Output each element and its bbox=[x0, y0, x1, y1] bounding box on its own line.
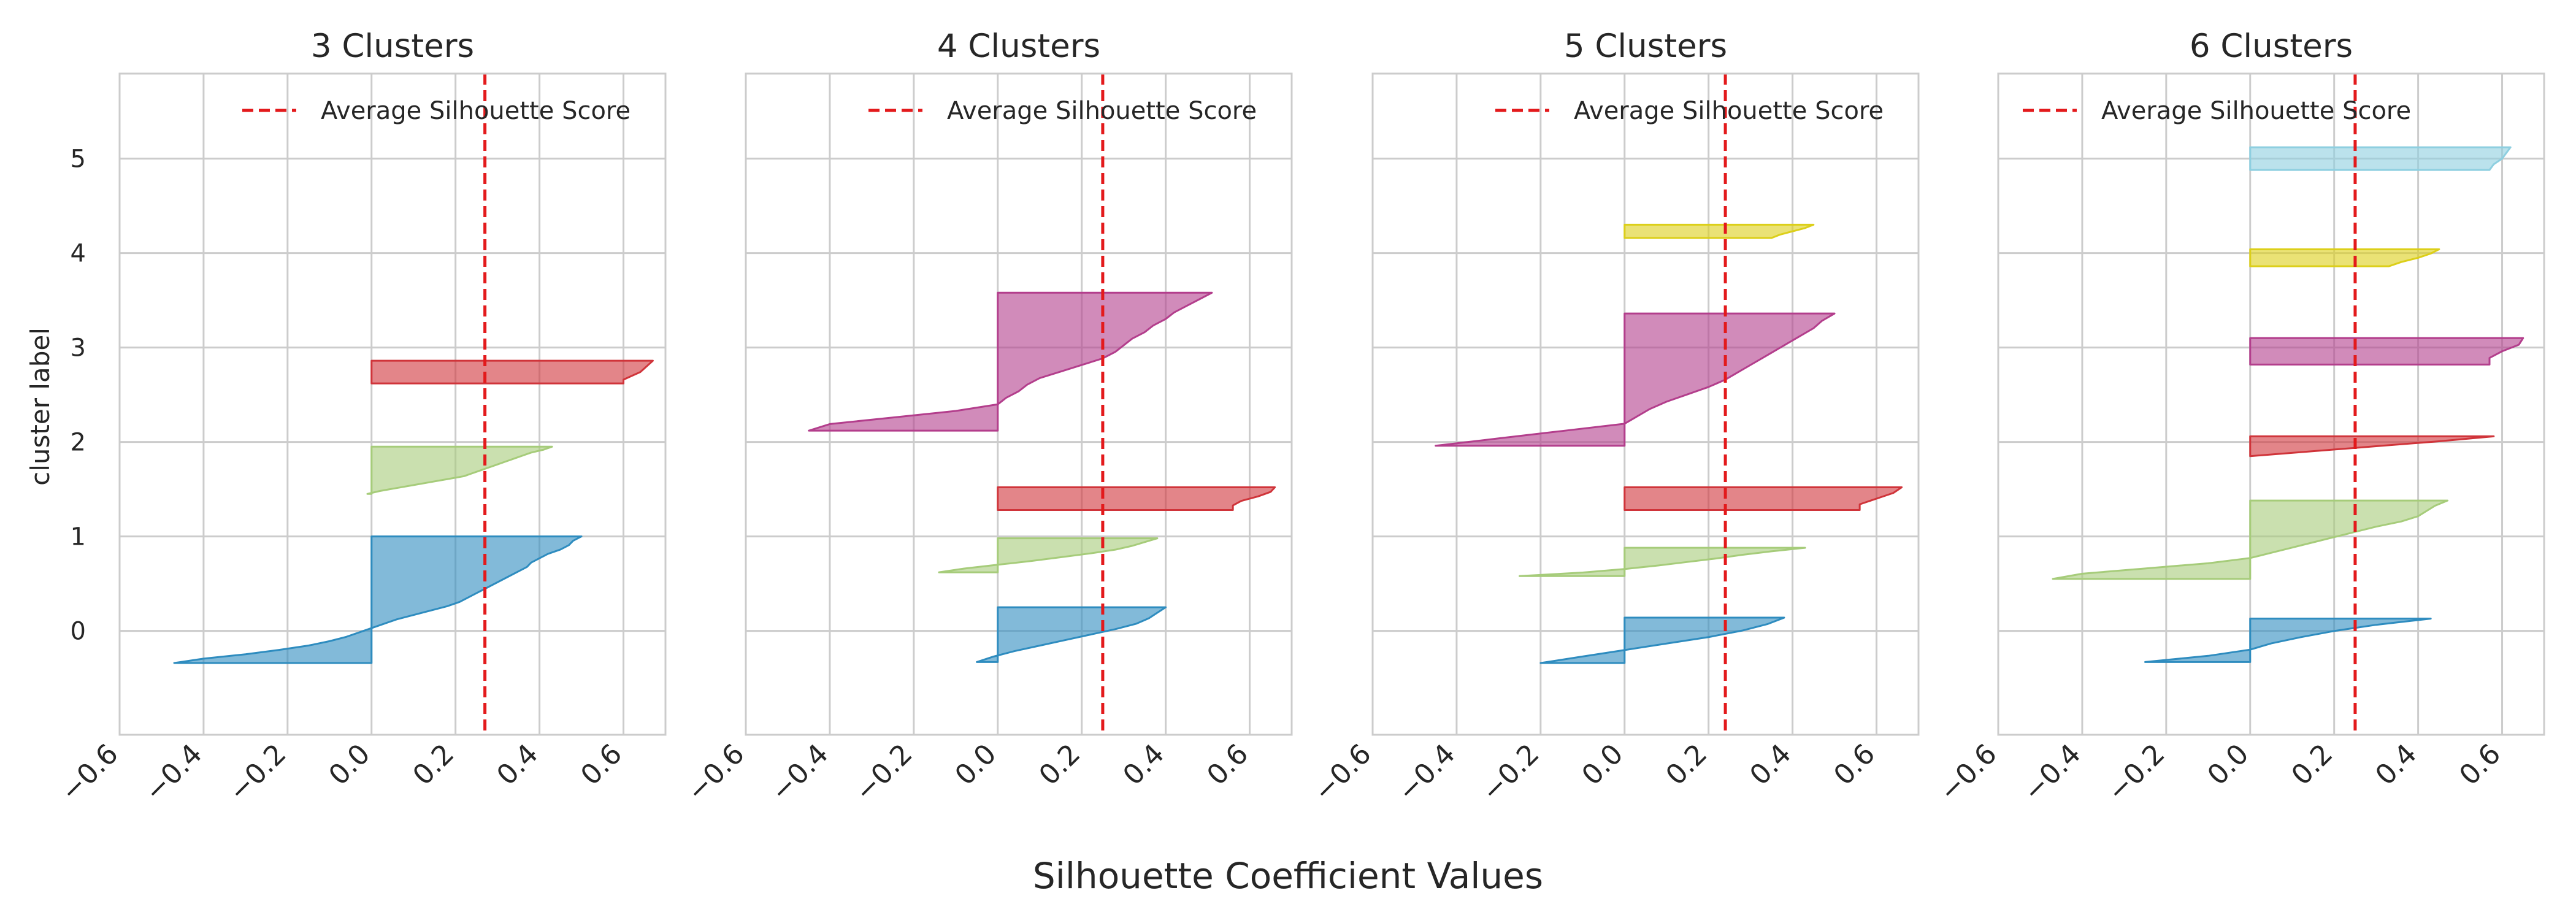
cluster-2-silhouette bbox=[997, 486, 1276, 511]
x-tick-label: −0.6 bbox=[1307, 737, 1378, 808]
x-tick-label: 0.2 bbox=[1032, 737, 1086, 791]
y-tick-label: 0 bbox=[71, 618, 86, 646]
x-tick-label: −0.2 bbox=[848, 737, 919, 808]
x-tick-label: 0.6 bbox=[2453, 737, 2507, 791]
cluster-1-silhouette bbox=[1519, 546, 1806, 577]
cluster-0-silhouette bbox=[976, 606, 1167, 663]
cluster-3-silhouette bbox=[2249, 337, 2524, 366]
axes-frame bbox=[118, 72, 667, 736]
legend-label: Average Silhouette Score bbox=[321, 97, 631, 125]
axes-frame bbox=[745, 72, 1293, 736]
x-tick-label: −0.2 bbox=[222, 737, 293, 808]
legend-label: Average Silhouette Score bbox=[2101, 97, 2411, 125]
cluster-3-silhouette bbox=[808, 291, 1213, 432]
cluster-3-silhouette bbox=[1435, 312, 1836, 447]
x-tick-label: 0.0 bbox=[2201, 737, 2255, 791]
axes-frame bbox=[1371, 72, 1920, 736]
x-tick-label: 0.2 bbox=[406, 737, 460, 791]
panel-title: 4 Clusters bbox=[937, 28, 1100, 65]
x-tick-label: 0.2 bbox=[1659, 737, 1713, 791]
x-tick-label: 0.4 bbox=[1743, 737, 1797, 791]
y-tick-label: 3 bbox=[71, 334, 86, 362]
cluster-0-silhouette bbox=[173, 535, 583, 664]
cluster-2-silhouette bbox=[2249, 435, 2495, 458]
x-tick-label: −0.4 bbox=[1391, 737, 1462, 808]
panel-title: 3 Clusters bbox=[311, 28, 474, 65]
x-tick-label: −0.4 bbox=[138, 737, 209, 808]
x-tick-label: 0.4 bbox=[1116, 737, 1170, 791]
cluster-5-silhouette bbox=[2249, 146, 2512, 171]
y-tick-label: 5 bbox=[71, 145, 86, 174]
x-tick-label: 0.0 bbox=[322, 737, 376, 791]
cluster-0-silhouette bbox=[1539, 616, 1785, 664]
x-tick-label: −0.6 bbox=[680, 737, 751, 808]
x-tick-label: 0.6 bbox=[574, 737, 628, 791]
y-axis-label: cluster label bbox=[25, 328, 55, 486]
panel-title: 6 Clusters bbox=[2190, 28, 2353, 65]
cluster-1-silhouette bbox=[938, 537, 1159, 573]
x-tick-label: −0.6 bbox=[1933, 737, 2003, 808]
x-tick-label: −0.2 bbox=[2101, 737, 2171, 808]
legend-label: Average Silhouette Score bbox=[1574, 97, 1884, 125]
x-tick-label: 0.6 bbox=[1200, 737, 1254, 791]
cluster-1-silhouette bbox=[2052, 499, 2449, 580]
x-tick-label: 0.4 bbox=[2369, 737, 2423, 791]
cluster-4-silhouette bbox=[1623, 223, 1815, 239]
x-tick-label: −0.6 bbox=[54, 737, 125, 808]
cluster-0-silhouette bbox=[2144, 618, 2432, 663]
cluster-2-silhouette bbox=[1623, 486, 1903, 511]
axes-frame bbox=[1997, 72, 2545, 736]
legend-label: Average Silhouette Score bbox=[947, 97, 1257, 125]
y-tick-label: 1 bbox=[71, 523, 86, 551]
y-tick-label: 2 bbox=[71, 429, 86, 457]
x-tick-label: 0.0 bbox=[948, 737, 1002, 791]
cluster-4-silhouette bbox=[2249, 248, 2440, 267]
x-tick-label: −0.4 bbox=[764, 737, 835, 808]
x-tick-label: 0.0 bbox=[1575, 737, 1629, 791]
cluster-2-silhouette bbox=[370, 359, 654, 385]
y-tick-label: 4 bbox=[71, 240, 86, 268]
x-tick-label: 0.4 bbox=[490, 737, 544, 791]
x-tick-label: 0.2 bbox=[2285, 737, 2339, 791]
cluster-1-silhouette bbox=[366, 445, 553, 495]
x-axis-label: Silhouette Coefficient Values bbox=[1033, 855, 1543, 897]
x-tick-label: 0.6 bbox=[1827, 737, 1881, 791]
x-tick-label: −0.4 bbox=[2017, 737, 2087, 808]
x-tick-label: −0.2 bbox=[1475, 737, 1546, 808]
panel-title: 5 Clusters bbox=[1564, 28, 1727, 65]
